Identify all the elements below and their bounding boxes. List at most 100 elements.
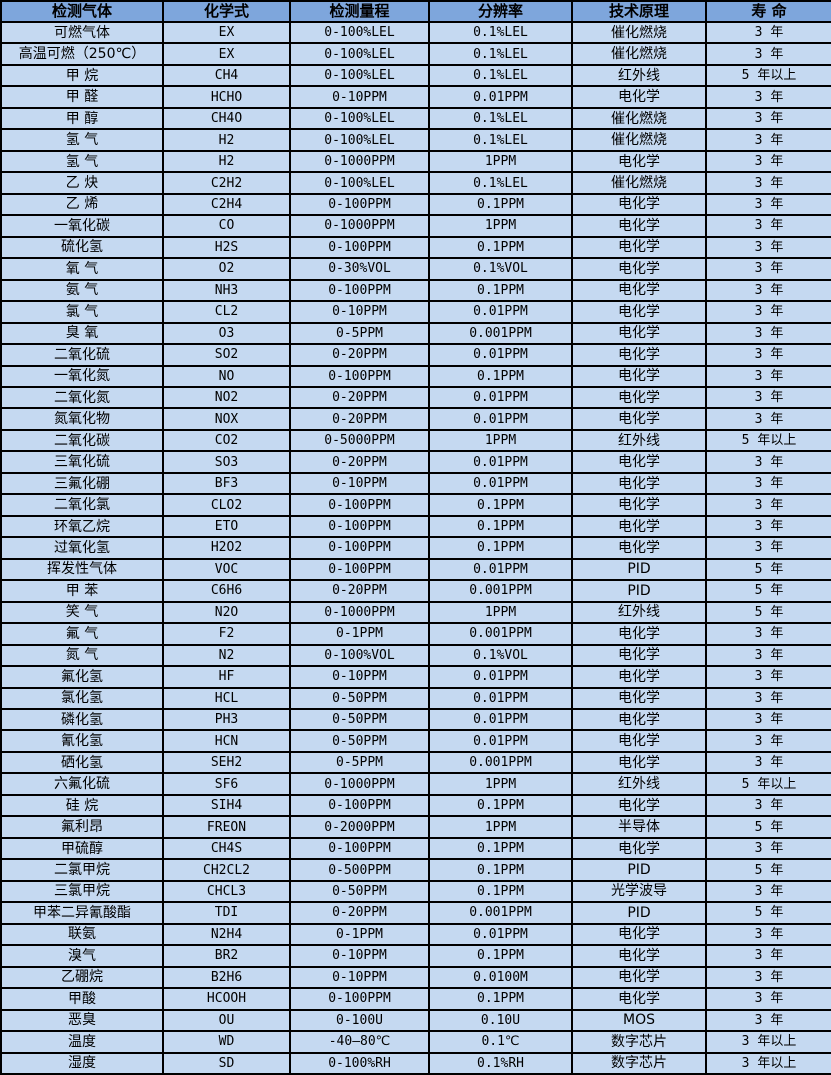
gas-name-cell: 高温可燃（250℃） — [0, 42, 164, 66]
formula-cell: SIH4 — [162, 793, 291, 818]
range-cell: 0-10PPM — [289, 300, 430, 324]
principle-cell: 电化学 — [571, 149, 707, 174]
range-cell: 0-100PPM — [289, 536, 430, 560]
resolution-cell: 0.1%RH — [428, 1051, 573, 1075]
formula-cell: HCL — [162, 686, 291, 711]
range-cell: 0-20PPM — [289, 450, 430, 474]
resolution-cell: 0.1%VOL — [428, 643, 573, 668]
table-row: 乙 炔 C2H2 0-100%LEL 0.1%LEL 催化燃烧 3 年 — [0, 171, 831, 195]
gas-name-cell: 溴气 — [0, 944, 164, 968]
range-cell: 0-20PPM — [289, 901, 430, 925]
principle-cell: 电化学 — [571, 836, 707, 861]
resolution-cell: 1PPM — [428, 428, 573, 453]
range-cell: 0-1PPM — [289, 622, 430, 646]
lifespan-cell: 3 年 — [705, 192, 831, 217]
formula-cell: PH3 — [162, 707, 291, 732]
lifespan-cell: 3 年以上 — [705, 1051, 831, 1075]
principle-cell: 电化学 — [571, 300, 707, 324]
range-cell: 0-100PPM — [289, 192, 430, 217]
range-cell: 0-100PPM — [289, 493, 430, 517]
range-cell: 0-1000PPM — [289, 772, 430, 796]
principle-cell: PID — [571, 557, 707, 582]
gas-name-cell: 一氧化氮 — [0, 364, 164, 388]
resolution-cell: 0.1%LEL — [428, 128, 573, 152]
principle-cell: PID — [571, 579, 707, 603]
table-row: 氯化氢 HCL 0-50PPM 0.01PPM 电化学 3 年 — [0, 686, 831, 711]
table-row: 氧 气 O2 0-30%VOL 0.1%VOL 电化学 3 年 — [0, 257, 831, 281]
table-row: 二氧化氮 NO2 0-20PPM 0.01PPM 电化学 3 年 — [0, 385, 831, 410]
resolution-cell: 0.1℃ — [428, 1030, 573, 1054]
column-header-principle: 技术原理 — [571, 0, 707, 23]
formula-cell: SD — [162, 1051, 291, 1075]
gas-name-cell: 氟 气 — [0, 622, 164, 646]
table-row: 二氯甲烷 CH2CL2 0-500PPM 0.1PPM PID 5 年 — [0, 858, 831, 882]
lifespan-cell: 3 年 — [705, 622, 831, 646]
resolution-cell: 0.1PPM — [428, 536, 573, 560]
formula-cell: HF — [162, 665, 291, 689]
table-row: 硅 烷 SIH4 0-100PPM 0.1PPM 电化学 3 年 — [0, 793, 831, 818]
principle-cell: 催化燃烧 — [571, 128, 707, 152]
lifespan-cell: 3 年 — [705, 514, 831, 539]
table-row: 可燃气体 EX 0-100%LEL 0.1%LEL 催化燃烧 3 年 — [0, 20, 831, 45]
principle-cell: 红外线 — [571, 772, 707, 796]
principle-cell: 电化学 — [571, 321, 707, 346]
table-row: 三氟化硼 BF3 0-10PPM 0.01PPM 电化学 3 年 — [0, 471, 831, 496]
formula-cell: NOX — [162, 407, 291, 431]
resolution-cell: 0.01PPM — [428, 343, 573, 367]
resolution-cell: 0.1PPM — [428, 987, 573, 1011]
gas-name-cell: 氮氧化物 — [0, 407, 164, 431]
lifespan-cell: 3 年 — [705, 965, 831, 990]
resolution-cell: 0.1%LEL — [428, 42, 573, 66]
formula-cell: TDI — [162, 901, 291, 925]
column-header-formula: 化学式 — [162, 0, 291, 23]
principle-cell: 数字芯片 — [571, 1051, 707, 1075]
principle-cell: 电化学 — [571, 729, 707, 753]
lifespan-cell: 3 年 — [705, 944, 831, 968]
formula-cell: ETO — [162, 514, 291, 539]
table-row: 三氯甲烷 CHCL3 0-50PPM 0.1PPM 光学波导 3 年 — [0, 879, 831, 904]
table-row: 一氧化碳 CO 0-1000PPM 1PPM 电化学 3 年 — [0, 214, 831, 238]
principle-cell: 电化学 — [571, 922, 707, 947]
range-cell: 0-10PPM — [289, 471, 430, 496]
gas-name-cell: 六氟化硫 — [0, 772, 164, 796]
resolution-cell: 0.01PPM — [428, 471, 573, 496]
lifespan-cell: 3 年 — [705, 106, 831, 131]
table-row: 氰化氢 HCN 0-50PPM 0.01PPM 电化学 3 年 — [0, 729, 831, 753]
formula-cell: H2O2 — [162, 536, 291, 560]
gas-name-cell: 氯 气 — [0, 300, 164, 324]
principle-cell: 半导体 — [571, 815, 707, 839]
formula-cell: CHCL3 — [162, 879, 291, 904]
principle-cell: 电化学 — [571, 85, 707, 109]
gas-name-cell: 三氯甲烷 — [0, 879, 164, 904]
table-row: 磷化氢 PH3 0-50PPM 0.01PPM 电化学 3 年 — [0, 707, 831, 732]
formula-cell: FREON — [162, 815, 291, 839]
principle-cell: 电化学 — [571, 686, 707, 711]
principle-cell: 电化学 — [571, 343, 707, 367]
lifespan-cell: 3 年 — [705, 321, 831, 346]
principle-cell: 电化学 — [571, 665, 707, 689]
formula-cell: NO2 — [162, 385, 291, 410]
resolution-cell: 0.01PPM — [428, 407, 573, 431]
principle-cell: 电化学 — [571, 471, 707, 496]
table-row: 三氧化硫 SO3 0-20PPM 0.01PPM 电化学 3 年 — [0, 450, 831, 474]
formula-cell: CH2CL2 — [162, 858, 291, 882]
formula-cell: OU — [162, 1008, 291, 1033]
resolution-cell: 0.1PPM — [428, 493, 573, 517]
principle-cell: 电化学 — [571, 192, 707, 217]
range-cell: 0-10PPM — [289, 944, 430, 968]
principle-cell: 催化燃烧 — [571, 20, 707, 45]
range-cell: 0-100PPM — [289, 364, 430, 388]
resolution-cell: 0.1PPM — [428, 944, 573, 968]
resolution-cell: 1PPM — [428, 214, 573, 238]
table-body: 可燃气体 EX 0-100%LEL 0.1%LEL 催化燃烧 3 年高温可燃（250℃） E… — [0, 20, 831, 1075]
resolution-cell: 0.1PPM — [428, 192, 573, 217]
range-cell: 0-20PPM — [289, 343, 430, 367]
gas-name-cell: 甲苯二异氰酸酯 — [0, 901, 164, 925]
formula-cell: VOC — [162, 557, 291, 582]
range-cell: 0-10PPM — [289, 85, 430, 109]
formula-cell: BF3 — [162, 471, 291, 496]
resolution-cell: 0.1PPM — [428, 514, 573, 539]
gas-name-cell: 氮 气 — [0, 643, 164, 668]
lifespan-cell: 3 年 — [705, 750, 831, 775]
